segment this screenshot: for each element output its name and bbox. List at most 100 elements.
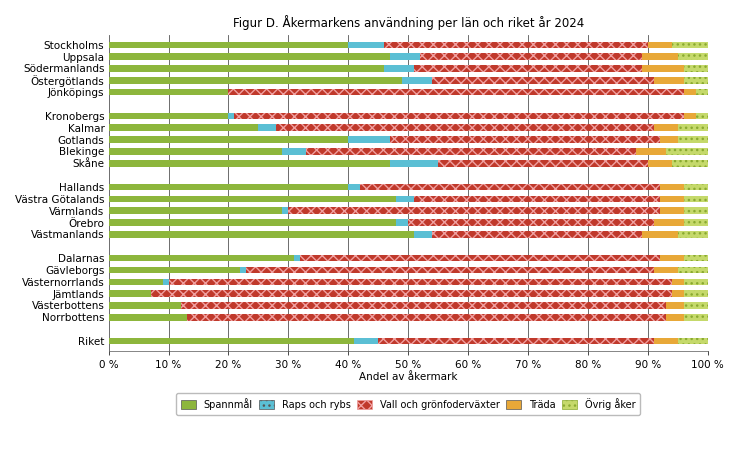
Bar: [684, 219, 708, 226]
Bar: [109, 53, 390, 60]
Bar: [234, 113, 684, 119]
Bar: [348, 42, 384, 48]
Bar: [109, 314, 186, 321]
Bar: [294, 255, 300, 261]
Bar: [654, 267, 678, 273]
Bar: [660, 255, 684, 261]
Bar: [641, 231, 678, 238]
Bar: [384, 65, 414, 72]
Bar: [288, 207, 660, 214]
Bar: [654, 219, 684, 226]
Bar: [151, 290, 672, 297]
Bar: [109, 160, 390, 167]
Bar: [414, 65, 641, 72]
Legend: Spannmål, Raps och rybs, Vall och grönfoderväxter, Träda, Övrig åker: Spannmål, Raps och rybs, Vall och grönfo…: [176, 393, 640, 415]
Bar: [684, 77, 708, 84]
Bar: [432, 77, 654, 84]
Bar: [684, 302, 708, 309]
Bar: [246, 267, 654, 273]
Bar: [432, 231, 641, 238]
Bar: [684, 184, 708, 190]
Bar: [259, 124, 276, 131]
Bar: [396, 196, 414, 202]
Bar: [684, 65, 708, 72]
Bar: [660, 196, 684, 202]
Bar: [378, 338, 654, 344]
Bar: [109, 231, 414, 238]
Bar: [414, 231, 432, 238]
Bar: [109, 184, 348, 190]
Bar: [186, 314, 666, 321]
Bar: [163, 278, 168, 285]
Bar: [109, 65, 384, 72]
Bar: [276, 124, 654, 131]
Bar: [432, 77, 654, 84]
Bar: [672, 42, 708, 48]
Bar: [695, 113, 708, 119]
Bar: [276, 124, 654, 131]
Bar: [684, 77, 708, 84]
Bar: [282, 148, 307, 155]
Bar: [414, 196, 660, 202]
Bar: [360, 184, 660, 190]
Bar: [432, 231, 641, 238]
Bar: [109, 290, 151, 297]
Bar: [402, 77, 432, 84]
Bar: [666, 302, 684, 309]
Bar: [660, 184, 684, 190]
Bar: [390, 136, 660, 143]
Bar: [109, 196, 396, 202]
Bar: [660, 207, 684, 214]
Bar: [678, 124, 708, 131]
Bar: [684, 207, 708, 214]
Bar: [678, 338, 708, 344]
Bar: [684, 255, 708, 261]
Bar: [168, 278, 672, 285]
Bar: [684, 290, 708, 297]
Bar: [684, 314, 708, 321]
Bar: [678, 53, 708, 60]
Bar: [684, 290, 708, 297]
Bar: [246, 267, 654, 273]
Bar: [672, 42, 708, 48]
Bar: [678, 267, 708, 273]
Bar: [666, 314, 684, 321]
Bar: [109, 219, 396, 226]
Bar: [282, 207, 288, 214]
Bar: [348, 136, 390, 143]
Bar: [384, 42, 647, 48]
Bar: [390, 136, 660, 143]
Bar: [641, 65, 684, 72]
Bar: [684, 278, 708, 285]
Bar: [234, 113, 684, 119]
Bar: [408, 219, 654, 226]
Bar: [666, 148, 708, 155]
Bar: [672, 290, 684, 297]
Bar: [684, 196, 708, 202]
Bar: [109, 89, 228, 95]
Bar: [684, 113, 695, 119]
Bar: [678, 231, 708, 238]
Bar: [109, 302, 180, 309]
Bar: [666, 148, 708, 155]
Bar: [684, 184, 708, 190]
Bar: [168, 278, 672, 285]
Bar: [660, 136, 678, 143]
Bar: [228, 89, 684, 95]
Bar: [678, 338, 708, 344]
Bar: [307, 148, 636, 155]
Bar: [354, 338, 378, 344]
Bar: [654, 77, 684, 84]
Bar: [684, 207, 708, 214]
Bar: [348, 184, 360, 190]
Bar: [678, 136, 708, 143]
Bar: [672, 160, 708, 167]
Bar: [109, 136, 348, 143]
Bar: [109, 338, 354, 344]
Bar: [636, 148, 666, 155]
X-axis label: Andel av åkermark: Andel av åkermark: [359, 373, 457, 382]
Bar: [695, 89, 708, 95]
Bar: [109, 124, 259, 131]
Bar: [647, 160, 672, 167]
Bar: [684, 302, 708, 309]
